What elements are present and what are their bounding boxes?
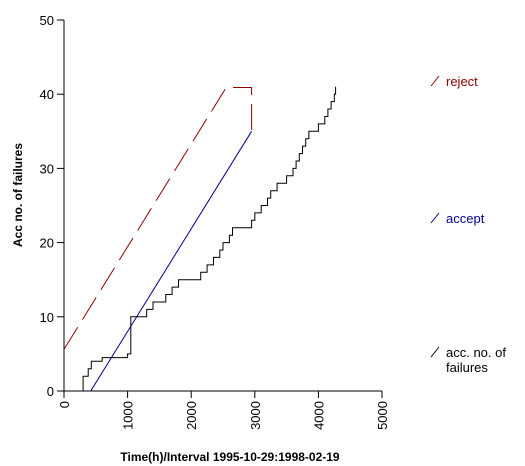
x-axis: 0 1000 2000 3000 4000 5000	[57, 390, 390, 430]
x-tick-label: 1000	[121, 401, 136, 430]
y-axis-title: Acc no. of failures	[11, 143, 25, 247]
x-tick-label: 2000	[184, 401, 199, 430]
y-tick-label: 20	[40, 236, 54, 251]
legend-label: reject	[446, 74, 478, 89]
x-tick-label: 4000	[311, 401, 326, 430]
series-lines	[63, 86, 337, 392]
y-tick-label: 30	[40, 161, 54, 176]
x-axis-title: Time(h)/Interval 1995-10-29:1998-02-19	[120, 450, 340, 464]
y-axis: 0 10 20 30 40 50	[40, 13, 65, 399]
series-line-1	[90, 131, 253, 392]
y-tick-label: 40	[40, 87, 54, 102]
legend: reject accept acc. no. of failures	[430, 74, 506, 375]
y-tick-label: 10	[40, 310, 54, 325]
legend-swatch	[430, 75, 440, 87]
x-tick-label: 5000	[375, 401, 390, 430]
legend-swatch	[430, 346, 440, 358]
x-tick-label: 0	[57, 401, 72, 408]
x-tick-label: 3000	[248, 401, 263, 430]
legend-label: acc. no. of failures	[446, 345, 506, 375]
y-tick-label: 50	[40, 13, 54, 28]
y-tick-label: 0	[47, 384, 54, 399]
legend-swatch	[430, 212, 440, 224]
series-line-0	[63, 87, 253, 350]
series-line-2	[64, 86, 337, 392]
legend-label: accept	[446, 211, 485, 226]
